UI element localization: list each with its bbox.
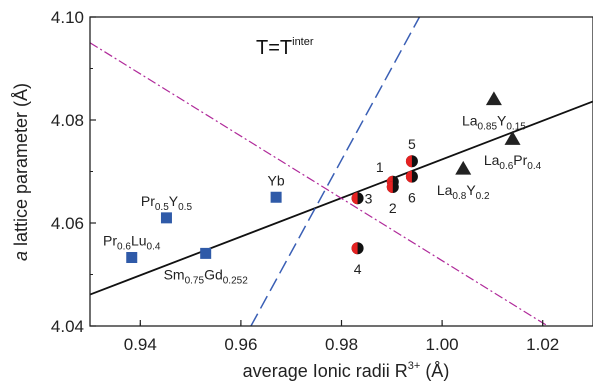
y-tick-label: 4.06 [51, 214, 84, 233]
square-point [270, 191, 282, 203]
x-tick-label: 1.00 [426, 335, 459, 354]
dash-dot-line [90, 42, 549, 326]
x-axis-label: average Ionic radii R3+ (Å) [243, 360, 450, 381]
point-label: Yb [268, 172, 285, 188]
triangle-point [485, 91, 502, 106]
y-axis-label: a lattice parameter (Å) [11, 83, 31, 261]
triangle-point [504, 131, 521, 145]
half-circle-point [405, 155, 418, 168]
square-point [160, 212, 172, 224]
half-circle-point [405, 170, 418, 183]
fit-lines [90, 17, 593, 326]
half-circle-point [386, 180, 399, 193]
point-label: La0.85Y0.15 [462, 112, 526, 132]
half-circle-point [351, 192, 364, 205]
square-point [200, 247, 212, 259]
y-tick-label: 4.08 [51, 111, 84, 130]
square-point [126, 252, 138, 264]
half-circle-point [351, 242, 364, 255]
point-label: 6 [408, 190, 416, 206]
y-tick-label: 4.10 [51, 8, 84, 27]
triangle-point [455, 160, 472, 175]
y-tick-label: 4.04 [51, 317, 84, 336]
point-label: Pr0.5Y0.5 [141, 193, 193, 213]
point-label: La0.6Pr0.4 [484, 152, 542, 172]
x-tick-label: 0.96 [224, 335, 257, 354]
point-labels: Pr0.6Lu0.4 Pr0.5Y0.5 Sm0.75Gd0.252 Yb 3 4 1 2 5 6… [103, 112, 542, 286]
point-label: Sm0.75Gd0.252 [164, 266, 249, 286]
point-label: Pr0.6Lu0.4 [103, 233, 161, 253]
point-label: 2 [389, 200, 397, 216]
point-label: 3 [365, 190, 373, 206]
point-label: 1 [376, 159, 384, 175]
dashed-line [250, 17, 421, 326]
x-tick-label: 1.02 [526, 335, 559, 354]
point-label: 5 [408, 136, 416, 152]
x-tick-label: 0.94 [124, 335, 157, 354]
data-points [126, 91, 521, 264]
chart-title: T=Tinter [256, 36, 314, 59]
x-tick-label: 0.98 [325, 335, 358, 354]
axis-ticks: 0.94 0.96 0.98 1.00 1.02 4.04 4.06 4.08 4.10 [51, 8, 559, 354]
point-label: 4 [354, 261, 362, 277]
point-label: La0.8Y0.2 [437, 182, 490, 202]
